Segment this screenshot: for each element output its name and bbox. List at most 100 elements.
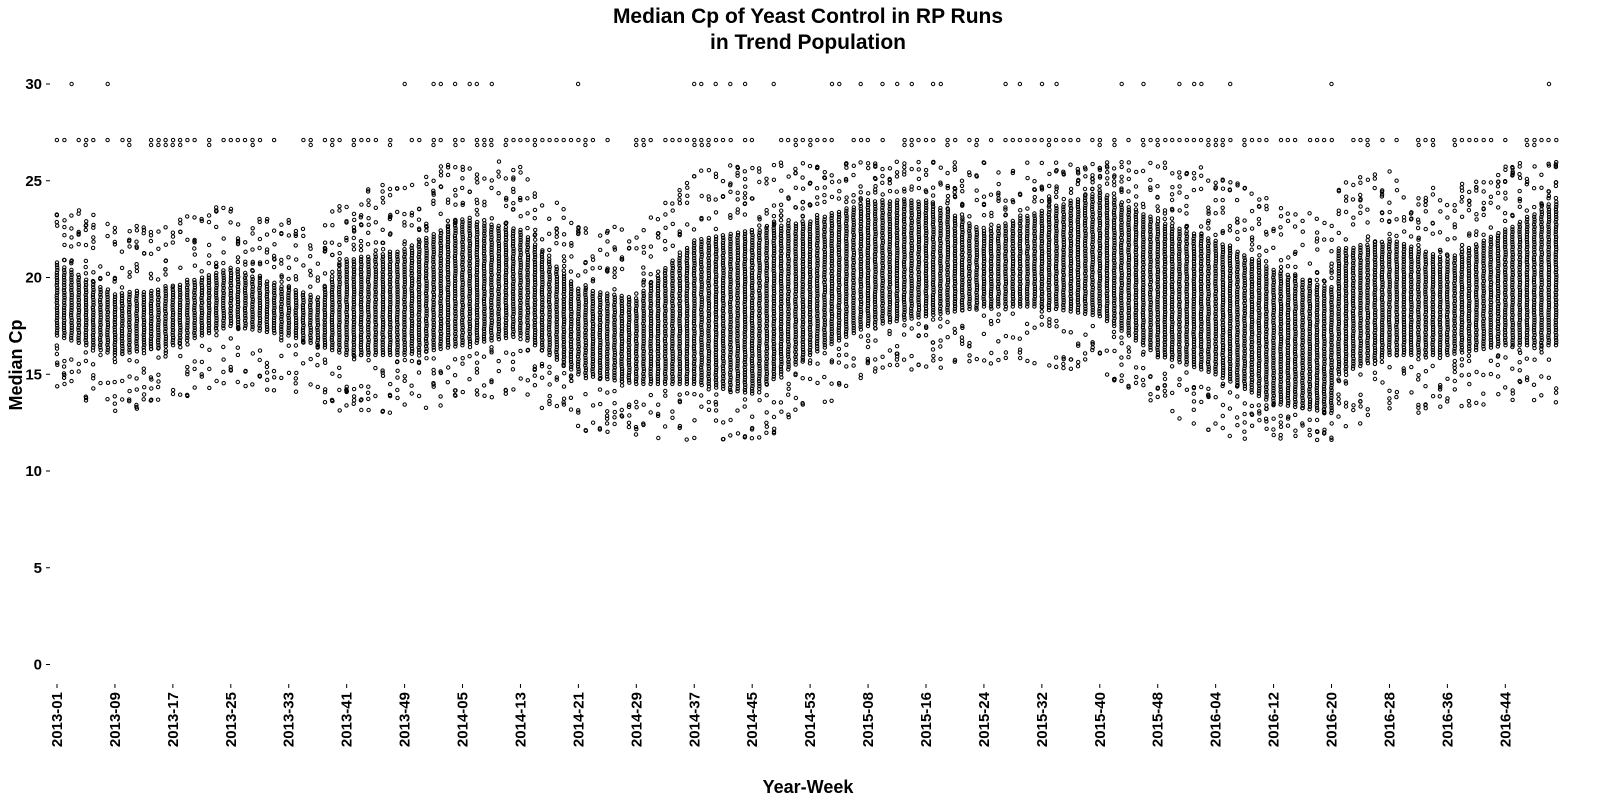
- data-point: [742, 195, 748, 200]
- data-point: [54, 273, 60, 278]
- data-point: [76, 272, 81, 278]
- data-point: [185, 325, 190, 330]
- data-point: [474, 207, 479, 213]
- data-point: [119, 293, 125, 298]
- data-point: [62, 293, 67, 298]
- data-point: [112, 327, 118, 332]
- data-point: [699, 137, 704, 143]
- data-point: [69, 305, 74, 310]
- data-point: [83, 223, 89, 228]
- data-point: [518, 214, 523, 219]
- data-point: [547, 364, 552, 370]
- data-point: [76, 369, 81, 374]
- data-point: [155, 302, 161, 308]
- data-point: [612, 287, 617, 292]
- data-point: [453, 187, 458, 193]
- data-point: [83, 350, 89, 355]
- data-point: [749, 137, 755, 143]
- data-point: [98, 320, 103, 325]
- data-point: [416, 217, 422, 222]
- data-point: [134, 262, 139, 267]
- data-point: [62, 358, 67, 364]
- data-point: [706, 142, 711, 148]
- chart-title-line2: in Trend Population: [710, 31, 906, 54]
- data-point: [105, 325, 111, 330]
- data-point: [141, 290, 147, 295]
- data-point: [148, 311, 154, 316]
- data-point: [510, 352, 516, 357]
- data-point: [170, 391, 176, 397]
- data-point: [119, 306, 125, 311]
- data-point: [547, 216, 552, 222]
- data-point: [134, 359, 140, 364]
- data-point: [387, 410, 393, 415]
- data-point: [170, 292, 176, 298]
- data-point: [757, 398, 762, 403]
- data-point: [641, 271, 646, 276]
- data-point: [749, 436, 755, 441]
- data-point: [127, 332, 132, 338]
- data-point: [445, 218, 451, 224]
- data-point: [518, 336, 523, 342]
- data-point: [474, 81, 479, 87]
- data-point: [120, 333, 125, 339]
- data-point: [149, 314, 154, 319]
- data-point: [91, 270, 96, 275]
- data-point: [604, 252, 610, 257]
- data-point: [692, 142, 697, 148]
- y-tick-label: 25: [25, 173, 42, 190]
- data-point: [185, 342, 190, 347]
- data-point: [431, 371, 436, 376]
- data-point: [91, 302, 96, 308]
- data-point: [76, 323, 82, 328]
- data-point: [83, 292, 88, 298]
- data-point: [264, 360, 270, 366]
- data-point: [561, 384, 567, 389]
- data-point: [120, 338, 125, 344]
- data-point: [54, 323, 60, 328]
- data-point: [84, 219, 89, 224]
- data-point: [388, 381, 393, 387]
- data-point: [677, 392, 682, 397]
- data-point: [525, 137, 530, 143]
- data-point: [163, 242, 169, 247]
- data-point: [286, 233, 292, 238]
- data-point: [742, 169, 747, 174]
- data-point: [148, 344, 154, 349]
- data-point: [76, 310, 82, 315]
- data-point: [728, 189, 733, 195]
- data-point: [105, 302, 110, 307]
- data-point: [76, 231, 81, 236]
- data-point: [120, 397, 125, 402]
- data-point: [127, 305, 132, 310]
- data-point: [141, 327, 147, 333]
- data-point: [706, 168, 712, 173]
- data-point: [119, 285, 125, 290]
- data-point: [98, 312, 103, 317]
- data-point: [163, 293, 169, 299]
- data-point: [460, 361, 465, 366]
- data-point: [453, 193, 458, 198]
- data-point: [76, 290, 82, 295]
- data-point: [178, 217, 183, 223]
- data-point: [264, 370, 270, 375]
- data-point: [677, 192, 682, 198]
- data-point: [69, 325, 74, 330]
- data-point: [127, 137, 132, 143]
- data-point: [387, 186, 393, 192]
- data-point: [590, 137, 596, 143]
- data-point: [112, 379, 117, 385]
- data-point: [322, 271, 328, 276]
- data-point: [170, 300, 176, 305]
- data-point: [467, 81, 472, 87]
- data-point: [185, 237, 190, 243]
- data-point: [148, 276, 154, 281]
- data-point: [612, 421, 617, 427]
- data-point: [163, 258, 168, 264]
- data-point: [366, 216, 371, 221]
- data-point: [141, 351, 147, 356]
- data-point: [482, 393, 487, 398]
- data-point: [163, 267, 168, 272]
- data-point: [663, 247, 668, 252]
- data-point: [119, 249, 125, 254]
